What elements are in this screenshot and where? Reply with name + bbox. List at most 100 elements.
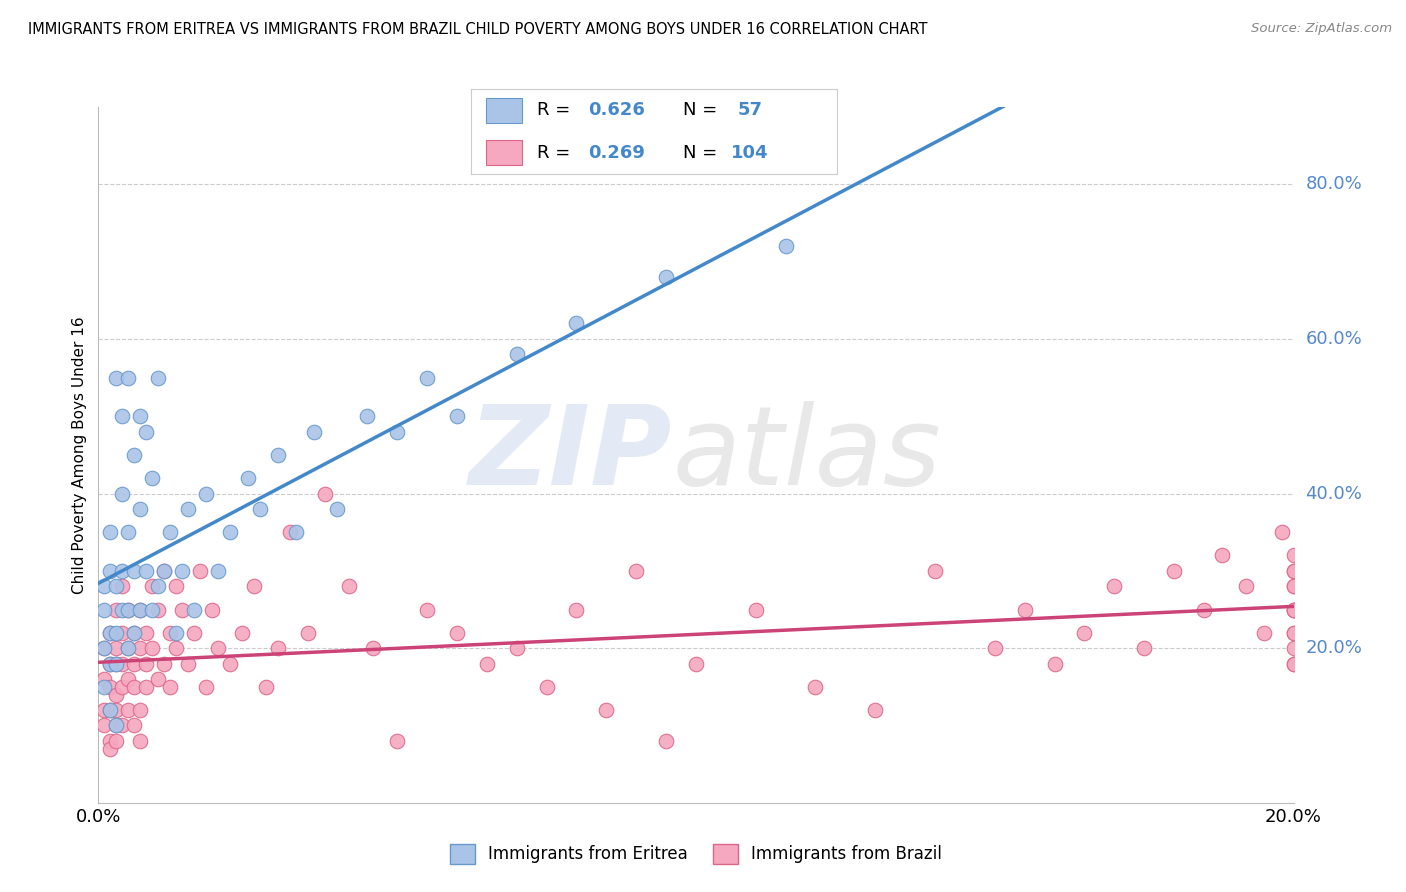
Text: IMMIGRANTS FROM ERITREA VS IMMIGRANTS FROM BRAZIL CHILD POVERTY AMONG BOYS UNDER: IMMIGRANTS FROM ERITREA VS IMMIGRANTS FR… (28, 22, 928, 37)
Point (1192, 602, 1215, 616)
Point (356, 409, 378, 424)
Point (745, 602, 768, 616)
Point (93, 602, 115, 616)
Point (207, 641, 229, 656)
Point (98, 734, 122, 748)
Text: 104: 104 (731, 144, 768, 161)
Point (135, 680, 157, 694)
Point (804, 680, 827, 694)
Point (775, 239, 797, 253)
Point (595, 703, 617, 717)
Point (135, 564, 157, 578)
Point (148, 602, 170, 616)
Point (1282, 564, 1305, 578)
Point (284, 525, 307, 540)
Point (983, 641, 1005, 656)
Point (93, 718, 115, 732)
Point (1234, 579, 1257, 593)
Point (98, 625, 122, 640)
Point (141, 641, 163, 656)
Point (124, 657, 146, 671)
Point (1163, 564, 1185, 578)
Point (124, 718, 146, 732)
Point (315, 486, 337, 500)
Point (1043, 657, 1066, 671)
Point (129, 602, 152, 616)
Text: R =: R = (537, 144, 576, 161)
Point (183, 625, 205, 640)
Point (98, 564, 122, 578)
Text: ZIP: ZIP (468, 401, 672, 508)
Point (685, 657, 707, 671)
Point (236, 471, 259, 485)
Point (165, 579, 187, 593)
Point (111, 625, 134, 640)
Point (565, 602, 588, 616)
Point (446, 409, 468, 424)
Point (385, 425, 409, 439)
Point (105, 370, 128, 384)
Point (117, 602, 139, 616)
Point (1282, 602, 1305, 616)
Point (1282, 657, 1305, 671)
Point (153, 657, 176, 671)
Point (105, 579, 128, 593)
Point (655, 734, 678, 748)
Point (124, 448, 146, 462)
Point (124, 625, 146, 640)
Point (297, 625, 319, 640)
Text: 0.269: 0.269 (588, 144, 645, 161)
Point (93, 641, 115, 656)
Point (243, 579, 266, 593)
Point (105, 703, 128, 717)
Point (135, 657, 157, 671)
Point (219, 525, 242, 540)
Point (1014, 602, 1036, 616)
Point (1282, 602, 1305, 616)
Point (1282, 564, 1305, 578)
Point (194, 680, 218, 694)
Point (124, 564, 146, 578)
Point (924, 564, 946, 578)
Point (1282, 641, 1305, 656)
Point (655, 270, 678, 285)
Point (219, 657, 242, 671)
Point (93, 641, 115, 656)
Point (1282, 579, 1305, 593)
Point (111, 680, 134, 694)
Point (98, 657, 122, 671)
Point (624, 564, 647, 578)
Point (117, 703, 139, 717)
Point (506, 641, 529, 656)
Point (98, 703, 122, 717)
Point (1282, 625, 1305, 640)
Point (117, 672, 139, 686)
Point (177, 502, 200, 516)
Point (177, 657, 200, 671)
Point (117, 641, 139, 656)
Point (93, 672, 115, 686)
Point (141, 602, 163, 616)
Point (105, 688, 128, 702)
Point (159, 680, 181, 694)
Point (111, 486, 134, 500)
Point (135, 425, 157, 439)
Point (153, 564, 176, 578)
Point (201, 602, 224, 616)
Point (188, 564, 211, 578)
Point (98, 703, 122, 717)
Point (111, 579, 134, 593)
Text: 57: 57 (738, 102, 763, 120)
Point (278, 525, 301, 540)
Point (105, 718, 128, 732)
Point (1253, 625, 1275, 640)
Point (129, 409, 152, 424)
Point (105, 602, 128, 616)
Point (183, 602, 205, 616)
Point (93, 703, 115, 717)
Point (565, 317, 588, 331)
Point (1211, 549, 1233, 563)
Point (117, 525, 139, 540)
Point (1282, 602, 1305, 616)
Point (385, 734, 409, 748)
